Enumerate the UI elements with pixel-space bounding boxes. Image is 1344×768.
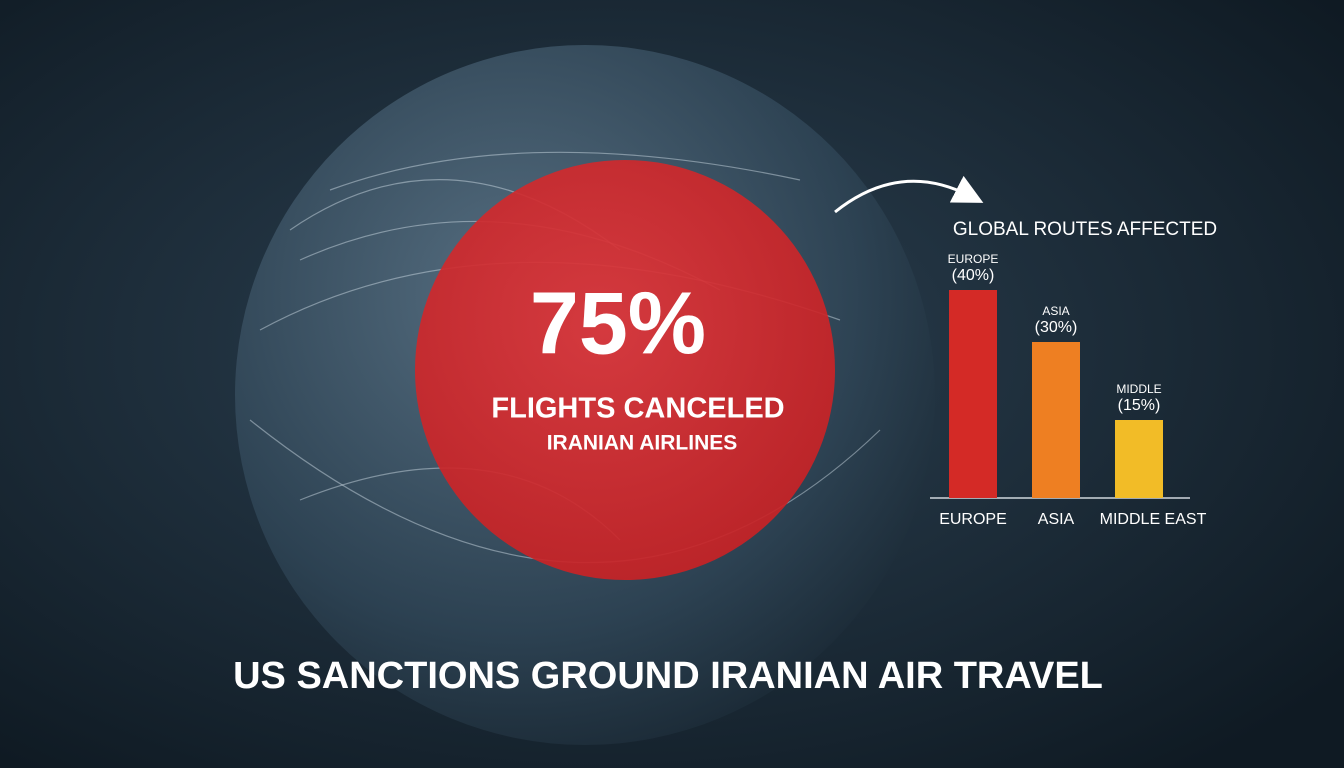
value-label: (30%) (1035, 319, 1078, 336)
chart-title: GLOBAL ROUTES AFFECTED (953, 219, 1217, 240)
bar-label: MIDDLE (1116, 382, 1161, 396)
stat-subcaption: IRANIAN AIRLINES (547, 432, 738, 455)
x-tick-label: EUROPE (939, 511, 1007, 528)
stat-value: 75% (530, 273, 706, 372)
bar (1115, 420, 1163, 498)
bar-label: EUROPE (948, 252, 999, 266)
stat-caption: FLIGHTS CANCELED (491, 393, 784, 425)
arrow (834, 175, 984, 214)
x-tick-label: MIDDLE EAST (1100, 511, 1207, 528)
value-label: (40%) (952, 267, 995, 284)
value-label: (15%) (1118, 397, 1161, 414)
headline: US SANCTIONS GROUND IRANIAN AIR TRAVEL (233, 655, 1103, 697)
bar (949, 290, 997, 498)
stat-circle (415, 160, 835, 580)
bar-label: ASIA (1042, 304, 1069, 318)
bar (1032, 342, 1080, 498)
x-tick-label: ASIA (1038, 511, 1075, 528)
